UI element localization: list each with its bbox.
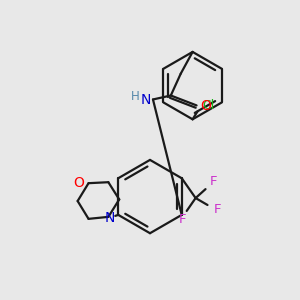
Text: N: N	[104, 211, 115, 225]
Text: H: H	[131, 90, 140, 103]
Text: N: N	[141, 94, 151, 107]
Text: O: O	[73, 176, 84, 190]
Text: F: F	[214, 203, 221, 216]
Text: Cl: Cl	[202, 99, 215, 112]
Text: F: F	[179, 213, 187, 226]
Text: F: F	[210, 175, 217, 188]
Text: O: O	[200, 99, 211, 113]
